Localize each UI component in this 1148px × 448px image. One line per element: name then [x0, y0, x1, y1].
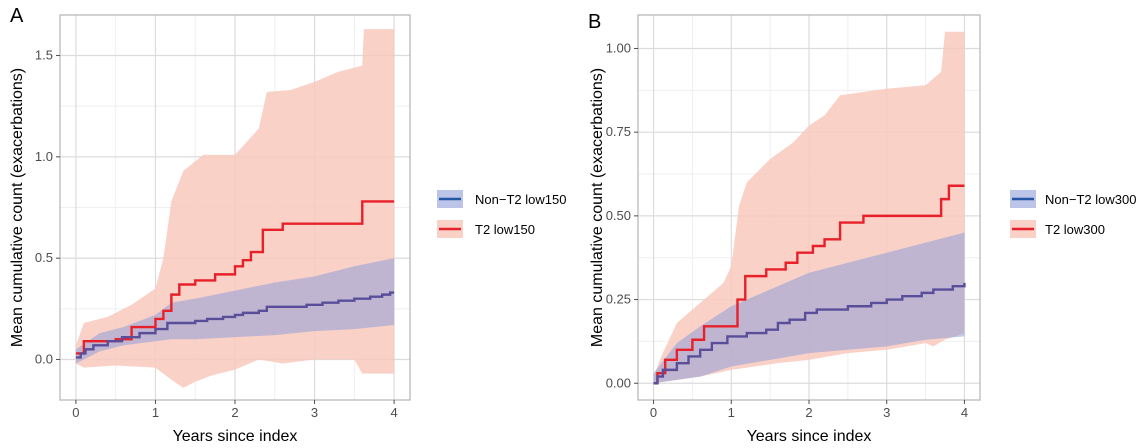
x-tick-label: 3 — [883, 405, 890, 420]
legend-label: Non−T2 low150 — [475, 192, 566, 207]
panel-label: A — [10, 5, 24, 27]
y-tick-label: 0.00 — [606, 375, 631, 390]
y-tick-label: 1.0 — [35, 149, 53, 164]
ci-band-non-t2 — [653, 232, 965, 384]
x-tick-label: 1 — [152, 405, 159, 420]
legend: Non−T2 low300 T2 low300 — [1010, 190, 1136, 238]
y-axis-title: Mean cumulative count (exacerbations) — [589, 68, 606, 347]
panel-b: 0 1 2 3 4 0.00 0.25 0.50 0.75 1.00 Years since ind… — [588, 11, 1136, 445]
x-axis-title: Years since index — [173, 428, 298, 445]
legend-label: T2 low300 — [1045, 222, 1105, 237]
y-tick-label: 1.5 — [35, 48, 53, 63]
y-tick-label: 0.5 — [35, 250, 53, 265]
x-tick-label: 2 — [805, 405, 812, 420]
legend-label: T2 low150 — [475, 222, 535, 237]
ci-band-non-t2 — [75, 258, 395, 364]
y-axis-title: Mean cumulative count (exacerbations) — [9, 68, 26, 347]
x-axis-title: Years since index — [747, 428, 872, 445]
y-tick-label: 0.0 — [35, 351, 53, 366]
step-line-t2 — [653, 184, 965, 385]
x-tick-label: 3 — [311, 405, 318, 420]
x-tick-label: 4 — [961, 405, 968, 420]
x-tick-label: 0 — [72, 405, 79, 420]
panel-label: B — [588, 11, 601, 33]
legend-label: Non−T2 low300 — [1045, 192, 1136, 207]
legend: Non−T2 low150 T2 low150 — [437, 190, 566, 238]
panel-a: 0 1 2 3 4 0.0 0.5 1.0 1.5 Years since index Mean c… — [9, 5, 566, 445]
x-tick-label: 4 — [390, 405, 397, 420]
x-tick-label: 0 — [650, 405, 657, 420]
step-line-non-t2 — [75, 291, 395, 359]
x-tick-label: 1 — [728, 405, 735, 420]
y-tick-label: 0.50 — [606, 208, 631, 223]
y-tick-label: 1.00 — [606, 40, 631, 55]
step-line-t2 — [75, 200, 395, 355]
y-tick-label: 0.75 — [606, 124, 631, 139]
y-tick-label: 0.25 — [606, 292, 631, 307]
step-line-non-t2 — [653, 282, 966, 385]
x-tick-label: 2 — [231, 405, 238, 420]
